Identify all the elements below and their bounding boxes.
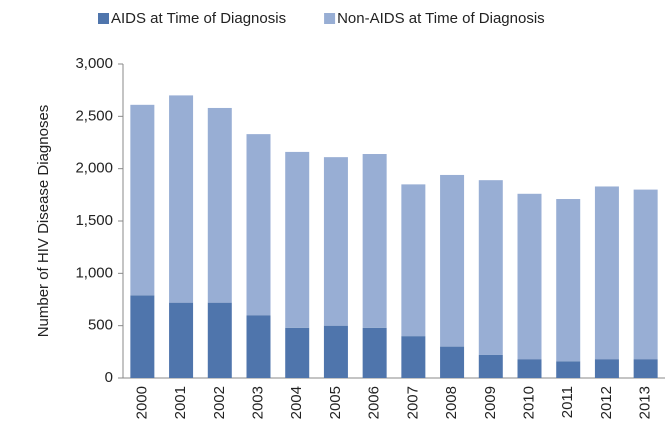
bar-segment [517, 359, 542, 378]
bar-segment [440, 174, 465, 347]
legend-label: Non-AIDS at Time of Diagnosis [337, 10, 545, 27]
bar-segment [207, 107, 232, 303]
bar-segment [401, 336, 426, 378]
bar-segment [556, 199, 581, 362]
bar-segment [401, 184, 426, 337]
y-tick-label: 500 [88, 317, 113, 334]
x-tick-label: 2010 [520, 386, 537, 419]
bar-segment [362, 327, 387, 378]
bar-segment [594, 359, 619, 378]
bar-segment [633, 359, 658, 378]
bar-segment [207, 302, 232, 378]
bar-segment [246, 315, 271, 378]
x-tick-label: 2003 [249, 386, 266, 419]
bar-segment [130, 104, 155, 296]
bar-segment [478, 354, 503, 378]
bar-segment [169, 95, 194, 303]
x-tick-label: 2001 [172, 386, 189, 419]
bar-segment [323, 325, 348, 378]
x-tick-label: 2000 [133, 386, 150, 419]
x-tick-label: 2005 [327, 386, 344, 419]
bar-segment [478, 180, 503, 355]
bar-segment [362, 154, 387, 328]
bar-segment [556, 361, 581, 378]
x-tick-label: 2004 [288, 386, 305, 419]
bar-segment [246, 134, 271, 316]
y-tick-label: 2,500 [75, 107, 113, 124]
y-tick-label: 3,000 [75, 55, 113, 72]
y-tick-label: 2,000 [75, 160, 113, 177]
x-tick-label: 2002 [211, 386, 228, 419]
y-tick-label: 1,000 [75, 264, 113, 281]
x-tick-label: 2006 [366, 386, 383, 419]
x-tick-label: 2009 [482, 386, 499, 419]
bar-segment [130, 295, 155, 378]
legend-swatch [324, 13, 336, 24]
x-tick-label: 2007 [404, 386, 421, 419]
bar-segment [169, 302, 194, 378]
bar-segment [285, 327, 310, 378]
x-tick-label: 2011 [559, 386, 576, 418]
y-tick-label: 0 [105, 369, 113, 386]
bar-segment [517, 193, 542, 360]
x-tick-label: 2013 [637, 386, 654, 419]
bar-segment [285, 151, 310, 328]
x-tick-label: 2012 [598, 386, 615, 419]
y-axis-title: Number of HIV Disease Diagnoses [35, 105, 52, 338]
bar-segment [440, 346, 465, 378]
legend-swatch [98, 13, 109, 24]
x-tick-label: 2008 [443, 386, 460, 419]
bar-segment [633, 189, 658, 360]
bar-segment [594, 186, 619, 360]
y-tick-label: 1,500 [75, 212, 113, 229]
bar-segment [323, 157, 348, 326]
legend-label: AIDS at Time of Diagnosis [111, 10, 286, 27]
